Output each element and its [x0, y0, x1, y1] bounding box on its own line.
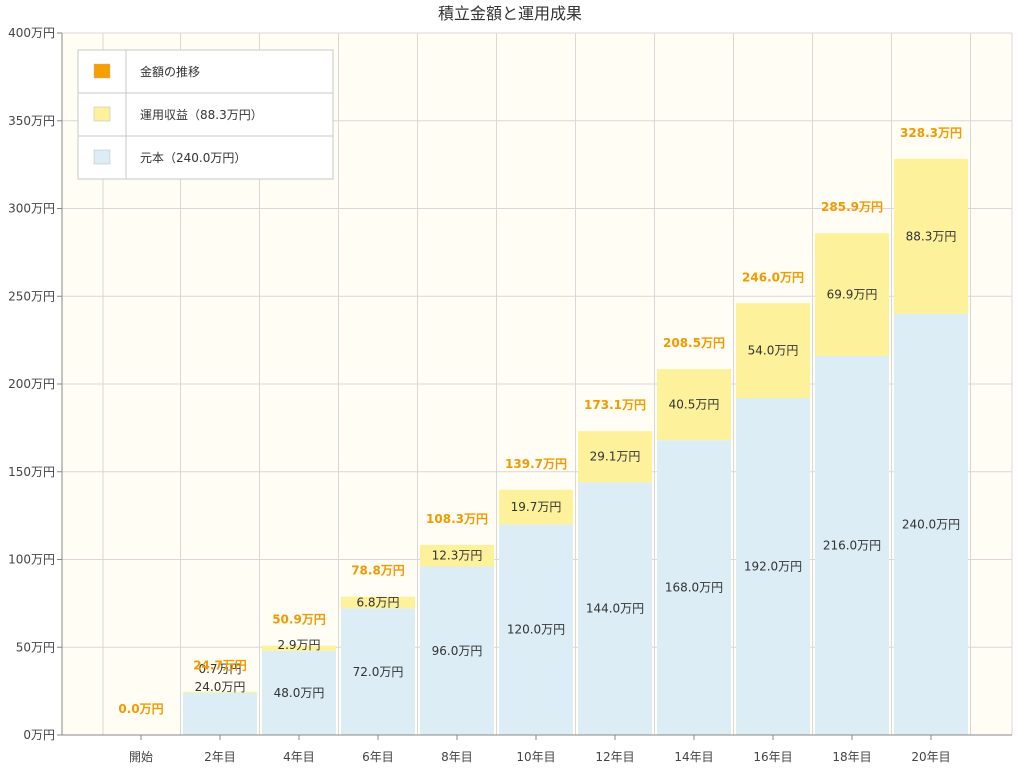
bar-return	[894, 158, 968, 314]
bar-return	[815, 233, 889, 356]
bar-principal	[578, 482, 652, 735]
legend-swatch-principal	[93, 149, 111, 165]
bar-principal	[499, 524, 573, 735]
data-label-principal: 240.0万円	[902, 517, 960, 531]
data-label-total: 108.3万円	[426, 512, 488, 526]
bar-return	[578, 431, 652, 483]
bar-return	[341, 596, 415, 609]
data-label-principal: 96.0万円	[432, 644, 483, 658]
bar-return	[183, 691, 257, 693]
y-tick-label: 200万円	[8, 377, 55, 391]
bar-return	[499, 489, 573, 525]
data-label-return: 0.7万円	[198, 662, 241, 676]
data-label-principal: 120.0万円	[507, 623, 565, 637]
y-tick-label: 350万円	[8, 114, 55, 128]
data-label-total: 78.8万円	[351, 564, 405, 578]
bar-principal	[894, 313, 968, 735]
bar-principal	[420, 566, 494, 735]
x-tick-label: 4年目	[283, 750, 315, 764]
chart-title: 積立金額と運用成果	[438, 4, 582, 23]
data-label-principal: 168.0万円	[665, 581, 723, 595]
x-tick-label: 16年目	[753, 750, 792, 764]
legend-swatch-return	[93, 106, 111, 122]
data-label-principal: 144.0万円	[586, 602, 644, 616]
data-label-return: 19.7万円	[511, 500, 562, 514]
x-tick-label: 10年目	[516, 750, 555, 764]
y-tick-label: 300万円	[8, 202, 55, 216]
bar-return	[262, 645, 336, 651]
x-tick-label: 14年目	[674, 750, 713, 764]
y-tick-label: 150万円	[8, 465, 55, 479]
bar-principal	[262, 650, 336, 735]
bar-return	[736, 303, 810, 399]
data-label-total: 328.3万円	[900, 126, 962, 140]
data-label-total: 0.0万円	[118, 702, 163, 716]
y-tick-label: 0万円	[23, 728, 55, 742]
data-label-return: 40.5万円	[669, 398, 720, 412]
bar-principal	[736, 398, 810, 735]
data-label-total: 285.9万円	[821, 200, 883, 214]
data-label-return: 12.3万円	[432, 549, 483, 563]
x-tick-label: 12年目	[595, 750, 634, 764]
bar-principal	[183, 692, 257, 735]
x-tick-label: 開始	[129, 750, 153, 764]
data-label-return: 54.0万円	[748, 344, 799, 358]
data-label-principal: 48.0万円	[274, 686, 325, 700]
bar-principal	[341, 608, 415, 735]
legend-box	[77, 49, 334, 180]
axes: 0万円 50万円 100万円 150万円 200万円 250万円 300万円 350万円 400…	[8, 26, 1012, 764]
data-label-return: 6.8万円	[356, 596, 399, 610]
data-label-return: 69.9万円	[827, 288, 878, 302]
y-tick-label: 250万円	[8, 289, 55, 303]
bar-return	[420, 544, 494, 567]
bar-principal	[657, 440, 731, 735]
bars	[183, 158, 968, 735]
data-label-return: 2.9万円	[277, 638, 320, 652]
legend-label-return: 運用収益（88.3万円）	[140, 108, 263, 122]
data-label-total: 208.5万円	[663, 336, 725, 350]
x-tick-label: 8年目	[441, 750, 473, 764]
legend-label-principal: 元本（240.0万円）	[140, 151, 246, 165]
data-label-principal: 216.0万円	[823, 538, 881, 552]
bar-principal	[815, 355, 889, 735]
bar-return	[657, 369, 731, 441]
data-label-total: 50.9万円	[272, 613, 326, 627]
legend-label-total: 金額の推移	[140, 64, 200, 79]
legend-swatch-total	[93, 63, 111, 79]
x-tick-label: 2年目	[204, 750, 236, 764]
y-tick-label: 50万円	[16, 640, 55, 654]
y-tick-label: 100万円	[8, 553, 55, 567]
data-label-principal: 72.0万円	[353, 665, 404, 679]
data-label-return: 88.3万円	[906, 229, 957, 243]
data-label-return: 29.1万円	[590, 450, 641, 464]
x-tick-label: 20年目	[911, 750, 950, 764]
x-tick-label: 6年目	[362, 750, 394, 764]
data-label-total: 246.0万円	[742, 270, 804, 284]
y-tick-label: 400万円	[8, 26, 55, 40]
data-label-principal: 24.0万円	[195, 680, 246, 694]
x-tick-label: 18年目	[832, 750, 871, 764]
data-label-total: 173.1万円	[584, 398, 646, 412]
data-label-principal: 192.0万円	[744, 560, 802, 574]
data-label-total: 24.7万円	[193, 659, 247, 673]
data-label-total: 139.7万円	[505, 457, 567, 471]
